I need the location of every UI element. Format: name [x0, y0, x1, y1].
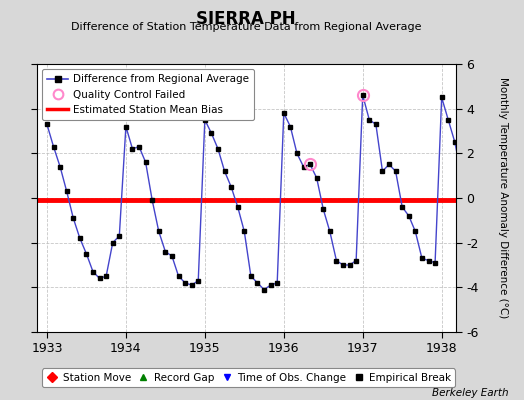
- Y-axis label: Monthly Temperature Anomaly Difference (°C): Monthly Temperature Anomaly Difference (…: [498, 77, 508, 319]
- Legend: Difference from Regional Average, Quality Control Failed, Estimated Station Mean: Difference from Regional Average, Qualit…: [42, 69, 254, 120]
- Text: Difference of Station Temperature Data from Regional Average: Difference of Station Temperature Data f…: [71, 22, 421, 32]
- Text: SIERRA PH: SIERRA PH: [196, 10, 296, 28]
- Text: Berkeley Earth: Berkeley Earth: [432, 388, 508, 398]
- Legend: Station Move, Record Gap, Time of Obs. Change, Empirical Break: Station Move, Record Gap, Time of Obs. C…: [42, 368, 455, 387]
